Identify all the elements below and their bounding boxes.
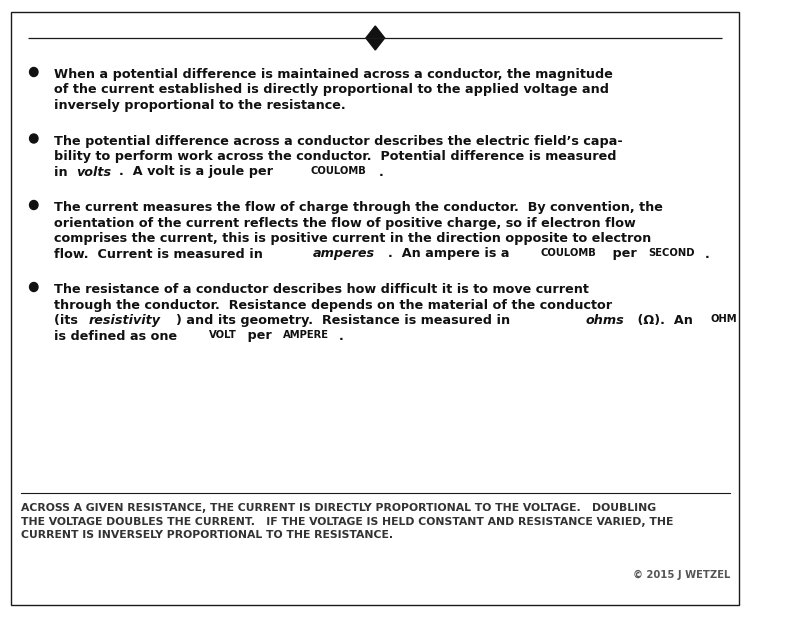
Text: AMPERE: AMPERE — [283, 329, 329, 339]
Text: The current measures the flow of charge through the conductor.  By convention, t: The current measures the flow of charge … — [54, 201, 663, 214]
Text: .  An ampere is a: . An ampere is a — [388, 247, 514, 260]
Text: per: per — [608, 247, 642, 260]
Text: amperes: amperes — [313, 247, 375, 260]
Text: inversely proportional to the resistance.: inversely proportional to the resistance… — [54, 99, 346, 112]
Text: bility to perform work across the conductor.  Potential difference is measured: bility to perform work across the conduc… — [54, 150, 617, 163]
Text: orientation of the current reflects the flow of positive charge, so if electron : orientation of the current reflects the … — [54, 217, 636, 230]
Text: OHM: OHM — [710, 314, 738, 324]
Text: COULOMB: COULOMB — [541, 247, 596, 257]
Circle shape — [30, 134, 38, 143]
Text: is defined as one: is defined as one — [54, 329, 182, 342]
Text: of the current established is directly proportional to the applied voltage and: of the current established is directly p… — [54, 83, 610, 96]
Text: ) and its geometry.  Resistance is measured in: ) and its geometry. Resistance is measur… — [176, 314, 514, 327]
Text: SECOND: SECOND — [648, 247, 694, 257]
Text: (its: (its — [54, 314, 82, 327]
Text: When a potential difference is maintained across a conductor, the magnitude: When a potential difference is maintaine… — [54, 68, 614, 81]
Text: The potential difference across a conductor describes the electric field’s capa-: The potential difference across a conduc… — [54, 135, 623, 147]
Text: volts: volts — [76, 165, 111, 178]
Text: (Ω).  An: (Ω). An — [633, 314, 697, 327]
Text: per: per — [242, 329, 276, 342]
Text: resistivity: resistivity — [89, 314, 161, 327]
Text: comprises the current, this is positive current in the direction opposite to ele: comprises the current, this is positive … — [54, 232, 652, 245]
Text: VOLT: VOLT — [209, 329, 237, 339]
Text: .: . — [378, 165, 383, 178]
Circle shape — [30, 67, 38, 77]
Circle shape — [30, 283, 38, 291]
Text: © 2015 J WETZEL: © 2015 J WETZEL — [633, 570, 730, 580]
Polygon shape — [366, 26, 385, 50]
Text: flow.  Current is measured in: flow. Current is measured in — [54, 247, 268, 260]
Text: The resistance of a conductor describes how difficult it is to move current: The resistance of a conductor describes … — [54, 283, 590, 296]
Text: through the conductor.  Resistance depends on the material of the conductor: through the conductor. Resistance depend… — [54, 299, 613, 312]
Circle shape — [30, 201, 38, 210]
Text: ACROSS A GIVEN RESISTANCE, THE CURRENT IS DIRECTLY PROPORTIONAL TO THE VOLTAGE. : ACROSS A GIVEN RESISTANCE, THE CURRENT I… — [21, 503, 673, 540]
Text: .: . — [338, 329, 343, 342]
Text: .: . — [705, 247, 710, 260]
Text: ohms: ohms — [586, 314, 625, 327]
Text: COULOMB: COULOMB — [310, 165, 366, 175]
Text: .  A volt is a joule per: . A volt is a joule per — [119, 165, 278, 178]
Text: in: in — [54, 165, 73, 178]
